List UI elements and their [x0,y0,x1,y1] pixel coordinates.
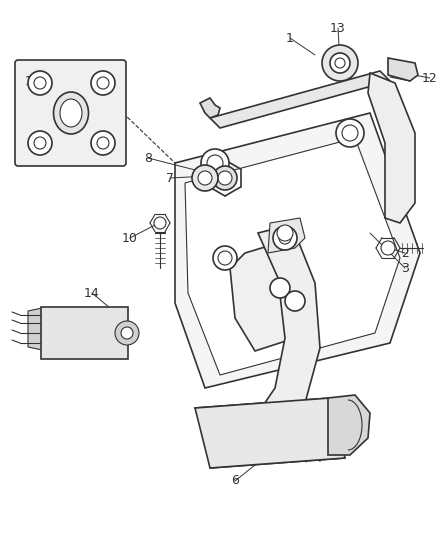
Polygon shape [175,113,419,388]
Circle shape [284,291,304,311]
Circle shape [279,232,290,244]
FancyBboxPatch shape [41,307,128,359]
Polygon shape [267,218,304,253]
Circle shape [207,155,223,171]
Polygon shape [327,395,369,455]
Circle shape [28,71,52,95]
Circle shape [212,166,237,190]
Polygon shape [387,58,417,81]
Circle shape [115,321,139,345]
Text: 1: 1 [286,31,293,44]
Circle shape [380,241,394,255]
Circle shape [97,77,109,89]
Circle shape [28,131,52,155]
Polygon shape [367,73,414,223]
Text: 11: 11 [25,75,41,87]
FancyBboxPatch shape [15,60,126,166]
Ellipse shape [53,92,88,134]
Polygon shape [184,138,399,375]
Circle shape [272,226,297,250]
Circle shape [329,53,349,73]
Polygon shape [230,238,309,351]
Text: 10: 10 [122,231,138,245]
Circle shape [34,77,46,89]
Circle shape [212,246,237,270]
Circle shape [218,171,231,185]
Circle shape [321,45,357,81]
Polygon shape [28,308,42,350]
Text: 6: 6 [230,474,238,488]
Circle shape [154,217,166,229]
Circle shape [91,71,115,95]
Text: 12: 12 [421,71,437,85]
Text: 7: 7 [166,172,173,184]
Circle shape [334,58,344,68]
Text: 3: 3 [400,262,408,274]
Circle shape [191,165,218,191]
Polygon shape [194,398,344,468]
Circle shape [121,327,133,339]
Circle shape [269,278,290,298]
Text: 14: 14 [84,287,100,300]
Circle shape [91,131,115,155]
Polygon shape [258,228,319,433]
Polygon shape [200,98,219,118]
Circle shape [341,125,357,141]
Circle shape [218,251,231,265]
Circle shape [34,137,46,149]
Circle shape [276,225,292,241]
Text: 2: 2 [400,246,408,260]
Text: 13: 13 [329,21,345,35]
Polygon shape [209,71,389,128]
Circle shape [198,171,212,185]
Text: 8: 8 [144,151,152,165]
Circle shape [97,137,109,149]
Ellipse shape [60,99,82,127]
Circle shape [201,149,229,177]
Circle shape [335,119,363,147]
